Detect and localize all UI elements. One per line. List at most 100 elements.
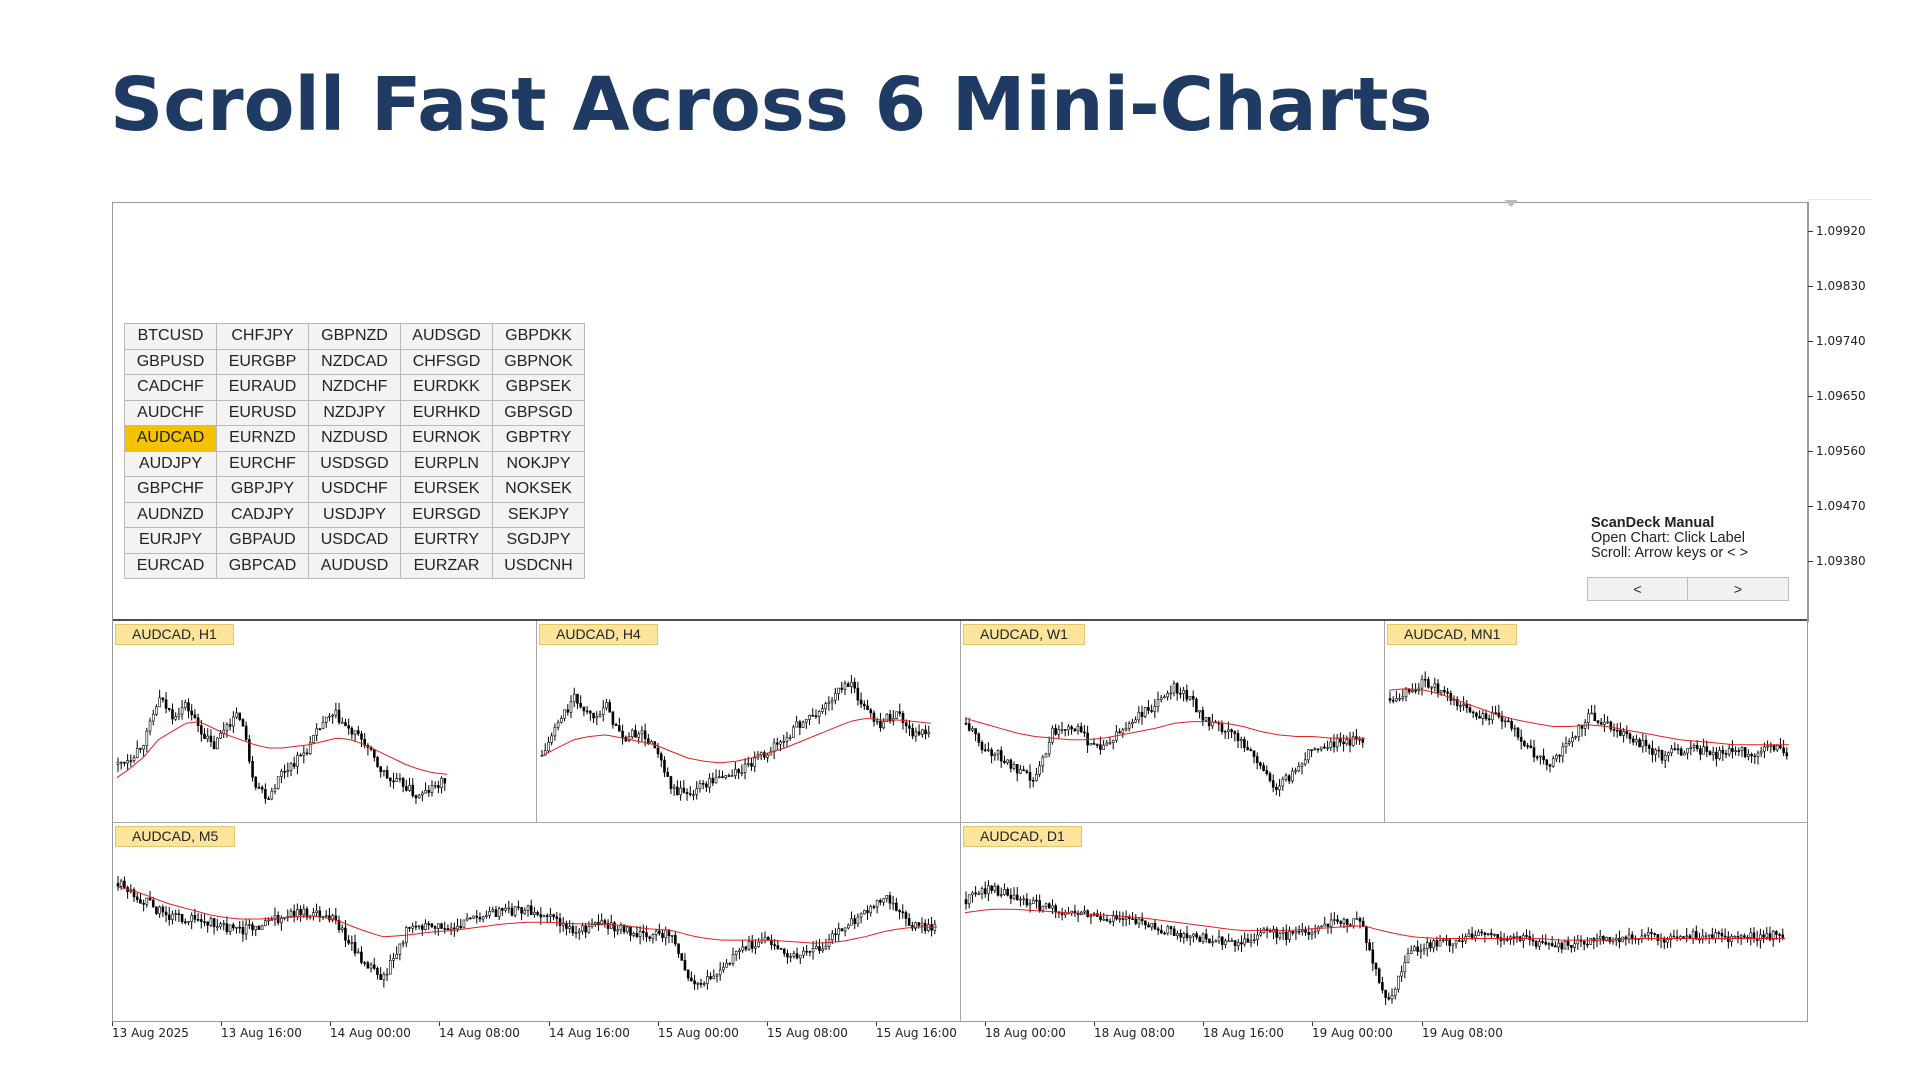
candle-body — [1297, 766, 1301, 772]
candle-body — [1406, 953, 1410, 963]
time-axis[interactable]: 13 Aug 2025 13 Aug 16:00 14 Aug 00:00 14 Au… — [112, 1022, 1808, 1052]
symbol-audchf[interactable]: AUDCHF — [125, 400, 217, 426]
symbol-gbpsgd[interactable]: GBPSGD — [493, 400, 585, 426]
symbol-cadjpy[interactable]: CADJPY — [217, 502, 309, 528]
symbol-euraud[interactable]: EURAUD — [217, 375, 309, 401]
symbol-gbpjpy[interactable]: GBPJPY — [217, 477, 309, 503]
mini-chart-d1[interactable]: AUDCAD, D1 — [961, 823, 1807, 1021]
symbol-eurnzd[interactable]: EURNZD — [217, 426, 309, 452]
chart-label[interactable]: AUDCAD, H1 — [115, 624, 234, 645]
symbol-usdsgd[interactable]: USDSGD — [309, 451, 401, 477]
candle-body — [568, 926, 571, 929]
symbol-chfjpy[interactable]: CHFJPY — [217, 324, 309, 350]
symbol-gbpusd[interactable]: GBPUSD — [125, 349, 217, 375]
symbol-gbpaud[interactable]: GBPAUD — [217, 528, 309, 554]
symbol-eurusd[interactable]: EURUSD — [217, 400, 309, 426]
candle-body — [717, 776, 721, 778]
candle-body — [1603, 721, 1606, 725]
candle-body — [1753, 755, 1757, 758]
chart-label[interactable]: AUDCAD, H4 — [539, 624, 658, 645]
symbol-nzdjpy[interactable]: NZDJPY — [309, 400, 401, 426]
symbol-nokjpy[interactable]: NOKJPY — [493, 451, 585, 477]
candle-body — [360, 951, 363, 963]
symbol-eurcad[interactable]: EURCAD — [125, 553, 217, 579]
symbol-gbpnzd[interactable]: GBPNZD — [309, 324, 401, 350]
candle-body — [622, 924, 626, 933]
symbol-usdcad[interactable]: USDCAD — [309, 528, 401, 554]
symbol-cadchf[interactable]: CADCHF — [125, 375, 217, 401]
symbol-usdcnh[interactable]: USDCNH — [493, 553, 585, 579]
symbol-eurtry[interactable]: EURTRY — [401, 528, 493, 554]
symbol-nzdcad[interactable]: NZDCAD — [309, 349, 401, 375]
price-axis[interactable]: 1.09920 1.09830 1.09740 1.09650 1.09560 … — [1808, 202, 1920, 622]
symbol-eursgd[interactable]: EURSGD — [401, 502, 493, 528]
symbol-eurzar[interactable]: EURZAR — [401, 553, 493, 579]
candle-body — [917, 731, 921, 735]
candle-body — [180, 914, 184, 923]
symbol-usdchf[interactable]: USDCHF — [309, 477, 401, 503]
symbol-btcusd[interactable]: BTCUSD — [125, 324, 217, 350]
symbol-gbpsek[interactable]: GBPSEK — [493, 375, 585, 401]
symbol-eurdkk[interactable]: EURDKK — [401, 375, 493, 401]
symbol-audnzd[interactable]: AUDNZD — [125, 502, 217, 528]
symbol-gbpnok[interactable]: GBPNOK — [493, 349, 585, 375]
candle-body — [1214, 940, 1218, 943]
symbol-eursek[interactable]: EURSEK — [401, 477, 493, 503]
candle-body — [798, 721, 802, 728]
chart-label[interactable]: AUDCAD, M5 — [115, 826, 236, 847]
candle-body — [1483, 932, 1487, 935]
candle-body — [148, 720, 152, 732]
candle-body — [183, 921, 187, 924]
candle-body — [1185, 933, 1189, 939]
candle-body — [443, 928, 447, 930]
candle-body — [1047, 903, 1051, 909]
symbol-gbptry[interactable]: GBPTRY — [493, 426, 585, 452]
symbol-audcad[interactable]: AUDCAD — [125, 426, 217, 452]
candle-body — [1310, 931, 1314, 935]
candle-body — [1513, 727, 1517, 730]
candle-body — [1265, 770, 1269, 774]
symbol-audusd[interactable]: AUDUSD — [309, 553, 401, 579]
candle-body — [818, 946, 821, 952]
panel-divider[interactable] — [113, 619, 1807, 622]
symbol-nzdchf[interactable]: NZDCHF — [309, 375, 401, 401]
mini-chart-m5[interactable]: AUDCAD, M5 — [113, 823, 960, 1021]
candle-body — [1478, 716, 1481, 719]
symbol-eurgbp[interactable]: EURGBP — [217, 349, 309, 375]
symbol-gbpdkk[interactable]: GBPDKK — [493, 324, 585, 350]
mini-chart-h1[interactable]: AUDCAD, H1 — [113, 621, 536, 822]
symbol-eurchf[interactable]: EURCHF — [217, 451, 309, 477]
candle-body — [453, 927, 456, 930]
symbol-gbpchf[interactable]: GBPCHF — [125, 477, 217, 503]
candle-body — [872, 906, 876, 908]
candle-body — [1468, 707, 1472, 713]
symbol-eurjpy[interactable]: EURJPY — [125, 528, 217, 554]
symbol-nzdusd[interactable]: NZDUSD — [309, 426, 401, 452]
candle-body — [1256, 934, 1259, 940]
symbol-eurpln[interactable]: EURPLN — [401, 451, 493, 477]
symbol-eurnok[interactable]: EURNOK — [401, 426, 493, 452]
candle-body — [1409, 950, 1413, 954]
symbol-noksek[interactable]: NOKSEK — [493, 477, 585, 503]
candle-body — [827, 939, 831, 947]
candle-body — [392, 958, 395, 961]
mini-chart-mn1[interactable]: AUDCAD, MN1 — [1385, 621, 1807, 822]
shift-marker-icon[interactable] — [1504, 200, 1518, 207]
symbol-sekjpy[interactable]: SEKJPY — [493, 502, 585, 528]
mini-chart-h4[interactable]: AUDCAD, H4 — [537, 621, 960, 822]
chart-label[interactable]: AUDCAD, MN1 — [1387, 624, 1518, 645]
symbol-audsgd[interactable]: AUDSGD — [401, 324, 493, 350]
chart-label[interactable]: AUDCAD, W1 — [963, 624, 1085, 645]
scroll-prev-button[interactable]: < — [1587, 577, 1688, 601]
candle-body — [1435, 940, 1439, 947]
mini-chart-w1[interactable]: AUDCAD, W1 — [961, 621, 1384, 822]
symbol-sgdjpy[interactable]: SGDJPY — [493, 528, 585, 554]
chart-label[interactable]: AUDCAD, D1 — [963, 826, 1082, 847]
symbol-audjpy[interactable]: AUDJPY — [125, 451, 217, 477]
symbol-chfsgd[interactable]: CHFSGD — [401, 349, 493, 375]
symbol-usdjpy[interactable]: USDJPY — [309, 502, 401, 528]
scroll-next-button[interactable]: > — [1688, 577, 1789, 601]
candle-body — [1028, 903, 1032, 906]
symbol-gbpcad[interactable]: GBPCAD — [217, 553, 309, 579]
symbol-eurhkd[interactable]: EURHKD — [401, 400, 493, 426]
